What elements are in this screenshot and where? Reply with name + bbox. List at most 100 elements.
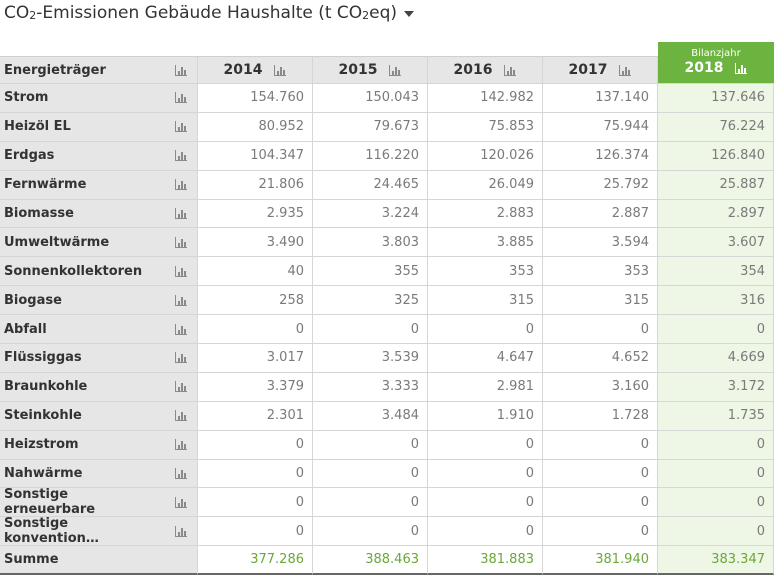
value-cell: 75.944 xyxy=(543,112,658,142)
value-cell: 142.982 xyxy=(428,84,543,113)
value-cell: 150.043 xyxy=(313,84,428,113)
value: 79.673 xyxy=(373,119,420,135)
bar-chart-icon[interactable] xyxy=(175,381,187,393)
value: 353 xyxy=(509,263,534,279)
bar-chart-icon[interactable] xyxy=(175,150,187,162)
row-label: Summe xyxy=(4,552,59,568)
sum-row: Summe 377.286 388.463 381.883 381.940 383.347 xyxy=(0,546,776,575)
table-row: Sonstige konvention… 0 0 0 0 0 xyxy=(0,516,776,547)
value: 75.944 xyxy=(603,119,650,135)
value: 0 xyxy=(756,437,765,453)
value-cell: 3.160 xyxy=(543,372,658,402)
bar-chart-icon[interactable] xyxy=(504,64,517,76)
value-cell: 355 xyxy=(313,257,428,287)
bar-chart-icon[interactable] xyxy=(175,468,187,480)
table-row: Umweltwärme 3.490 3.803 3.885 3.594 3.607 xyxy=(0,228,776,258)
value: 3.803 xyxy=(381,234,419,250)
row-label: Biogase xyxy=(4,292,62,308)
value-cell: 76.224 xyxy=(658,112,774,142)
value-cell: 1.728 xyxy=(543,401,658,431)
value: 0 xyxy=(295,321,304,337)
value: 3.160 xyxy=(611,379,649,395)
row-label-cell: Flüssiggas xyxy=(0,344,198,373)
value-cell: 154.760 xyxy=(198,84,313,113)
bar-chart-icon[interactable] xyxy=(175,323,187,335)
value: 3.172 xyxy=(727,379,765,395)
value: 21.806 xyxy=(258,177,305,193)
header-year-label: 2016 xyxy=(453,62,493,78)
value: 26.049 xyxy=(488,177,535,193)
bar-chart-icon[interactable] xyxy=(175,294,187,306)
value: 116.220 xyxy=(365,148,419,164)
row-label-cell: Sonstige erneuerbare xyxy=(0,487,198,517)
value-cell: 383.347 xyxy=(658,546,774,575)
row-label: Fernwärme xyxy=(4,177,87,193)
value-cell: 1.735 xyxy=(658,401,774,431)
value: 2.981 xyxy=(496,379,534,395)
bar-chart-icon[interactable] xyxy=(175,208,187,219)
row-label: Flüssiggas xyxy=(4,350,82,366)
caret-down-icon[interactable] xyxy=(404,11,415,17)
value-cell: 381.940 xyxy=(543,546,658,575)
bar-chart-icon[interactable] xyxy=(175,410,187,422)
bar-chart-icon[interactable] xyxy=(619,64,632,76)
value: 40 xyxy=(287,263,304,279)
value-cell: 0 xyxy=(428,430,543,460)
value: 0 xyxy=(295,523,304,539)
bar-chart-icon[interactable] xyxy=(175,525,188,537)
row-label: Braunkohle xyxy=(4,379,88,395)
page-title[interactable]: CO 2 -Emissionen Gebäude Haushalte (t CO 2 e… xyxy=(4,2,415,24)
header-year: 2014 xyxy=(198,56,313,84)
value: 258 xyxy=(279,292,304,308)
value-cell: 104.347 xyxy=(198,141,313,171)
value: 80.952 xyxy=(258,119,305,135)
bar-chart-icon[interactable] xyxy=(175,121,187,133)
value: 315 xyxy=(509,292,534,308)
row-label-cell: Abfall xyxy=(0,315,198,345)
value: 126.374 xyxy=(595,148,649,164)
bar-chart-icon[interactable] xyxy=(274,64,287,76)
value: 2.897 xyxy=(727,206,765,221)
value-cell: 0 xyxy=(428,315,543,345)
value: 1.735 xyxy=(727,408,765,424)
table-row: Strom 154.760 150.043 142.982 137.140 137.646 xyxy=(0,84,776,113)
bar-chart-icon[interactable] xyxy=(175,265,187,277)
row-label-cell: Erdgas xyxy=(0,141,198,171)
value-cell: 0 xyxy=(428,488,543,518)
value-cell: 0 xyxy=(198,488,313,518)
value-cell: 2.981 xyxy=(428,372,543,402)
value: 2.883 xyxy=(496,206,534,221)
bar-chart-icon[interactable] xyxy=(389,64,402,76)
value: 1.910 xyxy=(496,408,534,424)
header-year: 2016 xyxy=(428,56,543,84)
value: 0 xyxy=(410,494,419,510)
table-header-row: Energieträger 2014 2015 2016 2017 Bilanz… xyxy=(0,42,776,84)
bar-chart-icon[interactable] xyxy=(175,92,187,104)
row-label-cell: Sonstige konvention… xyxy=(0,516,198,546)
bar-chart-icon[interactable] xyxy=(175,352,187,364)
bar-chart-icon[interactable] xyxy=(175,439,187,451)
bar-chart-icon[interactable] xyxy=(175,496,188,508)
value-cell: 0 xyxy=(428,517,543,547)
table-row: Fernwärme 21.806 24.465 26.049 25.792 25.887 xyxy=(0,170,776,200)
bar-chart-icon[interactable] xyxy=(735,63,748,74)
value-cell: 137.140 xyxy=(543,84,658,113)
value: 3.594 xyxy=(611,234,649,250)
value: 388.463 xyxy=(365,552,419,568)
value: 3.333 xyxy=(381,379,419,395)
value: 25.792 xyxy=(603,177,650,193)
value: 0 xyxy=(640,466,649,482)
row-label-cell: Steinkohle xyxy=(0,401,198,431)
value-cell: 0 xyxy=(543,430,658,460)
table-row: Steinkohle 2.301 3.484 1.910 1.728 1.735 xyxy=(0,401,776,431)
bar-chart-icon[interactable] xyxy=(175,179,187,191)
value-cell: 26.049 xyxy=(428,170,543,200)
value: 137.140 xyxy=(595,90,649,106)
value: 0 xyxy=(525,494,534,510)
table-row: Abfall 0 0 0 0 0 xyxy=(0,315,776,345)
value-cell: 3.539 xyxy=(313,344,428,373)
row-label: Steinkohle xyxy=(4,408,82,424)
value-cell: 0 xyxy=(543,459,658,489)
bar-chart-icon[interactable] xyxy=(175,64,187,76)
bar-chart-icon[interactable] xyxy=(175,236,187,248)
